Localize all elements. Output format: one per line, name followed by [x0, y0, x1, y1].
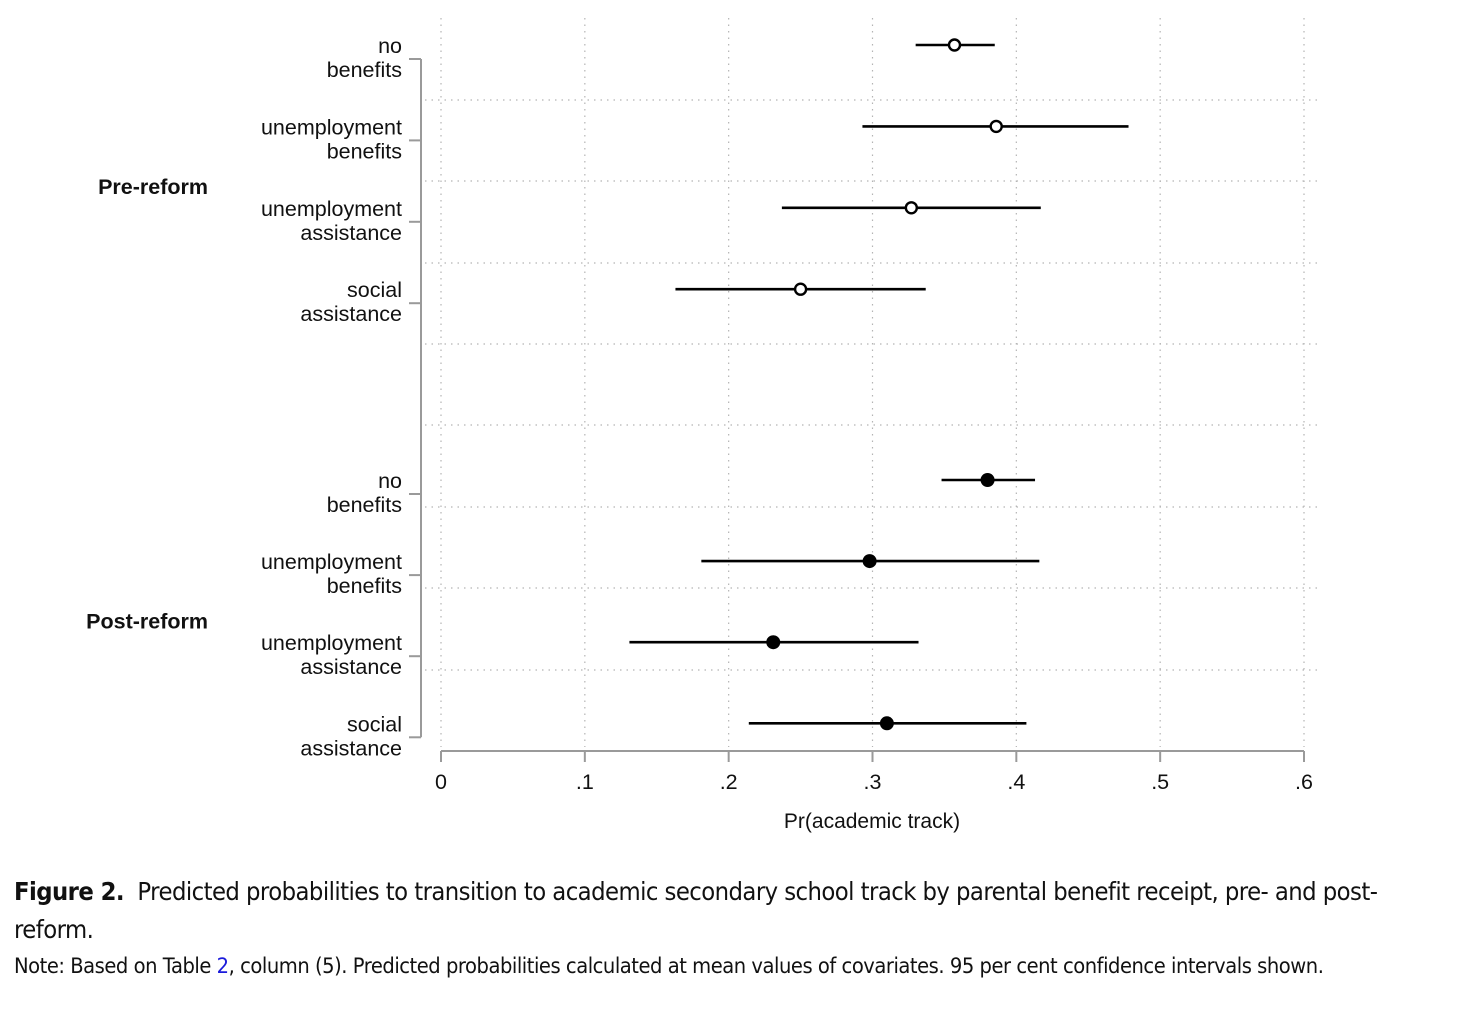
table-reference-link[interactable]: 2	[216, 954, 229, 978]
group-label: Pre-reform	[98, 175, 208, 199]
category-label-line: benefits	[327, 139, 402, 163]
category-label-line: assistance	[300, 302, 402, 326]
figure-caption: Figure 2. Predicted probabilities to tra…	[14, 873, 1454, 984]
category-label-line: benefits	[327, 493, 402, 517]
note-prefix: Note: Based on Table	[14, 954, 217, 978]
point-estimate-hollow	[793, 282, 808, 296]
x-tick-label: 0	[435, 770, 447, 794]
category-label-line: assistance	[300, 655, 402, 679]
category-label: social assistance	[300, 712, 402, 760]
category-bracket	[409, 58, 422, 739]
category-label-line: unemployment	[261, 550, 402, 574]
category-label-line: unemployment	[261, 631, 402, 655]
x-axis-title: Pr(academic track)	[784, 810, 960, 833]
x-tick-label: .1	[576, 770, 594, 794]
category-label: social assistance	[300, 278, 402, 326]
figure-label: Figure 2.	[14, 877, 125, 906]
category-label: unemployment benefits	[261, 115, 402, 163]
point-estimate-filled	[879, 716, 894, 731]
x-tick-label: .6	[1295, 770, 1313, 794]
category-label-line: social	[347, 712, 402, 736]
category-label: no benefits	[327, 469, 402, 517]
category-label: unemployment benefits	[261, 550, 402, 598]
x-tick-label: .5	[1151, 770, 1169, 794]
category-label-line: assistance	[300, 221, 402, 245]
category-label: unemployment assistance	[261, 197, 402, 245]
category-label-line: unemployment	[261, 197, 402, 221]
data-marks	[629, 38, 1129, 731]
category-label-line: no	[378, 469, 402, 493]
note-suffix: , column (5). Predicted probabilities ca…	[228, 954, 1324, 978]
x-axis: 0 .1 .2 .3 .4 .5 .6	[435, 750, 1313, 794]
vertical-gridlines	[440, 18, 1305, 747]
x-tick-label: .3	[864, 770, 882, 794]
point-estimate-filled	[862, 554, 877, 569]
category-label-line: unemployment	[261, 115, 402, 139]
x-tick-label: .2	[720, 770, 738, 794]
category-label-line: social	[347, 278, 402, 302]
point-estimate-hollow	[947, 38, 962, 52]
category-label: unemployment assistance	[261, 631, 402, 679]
x-tick-label: .4	[1007, 770, 1025, 794]
caption-title: Figure 2. Predicted probabilities to tra…	[14, 873, 1409, 949]
point-estimate-filled	[766, 635, 781, 650]
row-separators	[425, 99, 1318, 671]
group-labels: Pre-reform Post-reform	[86, 175, 208, 634]
category-label: no benefits	[327, 34, 402, 82]
point-estimate-filled	[980, 473, 995, 487]
category-label-line: benefits	[327, 574, 402, 598]
caption-note: Note: Based on Table 2, column (5). Pred…	[14, 949, 1409, 984]
point-estimate-hollow	[989, 119, 1003, 134]
category-label-line: assistance	[300, 736, 402, 760]
category-label-line: no	[378, 34, 402, 58]
category-label-line: benefits	[327, 58, 402, 82]
group-label: Post-reform	[86, 610, 208, 634]
point-estimate-hollow	[904, 201, 919, 215]
caption-title-text: Predicted probabilities to transition to…	[14, 877, 1378, 944]
